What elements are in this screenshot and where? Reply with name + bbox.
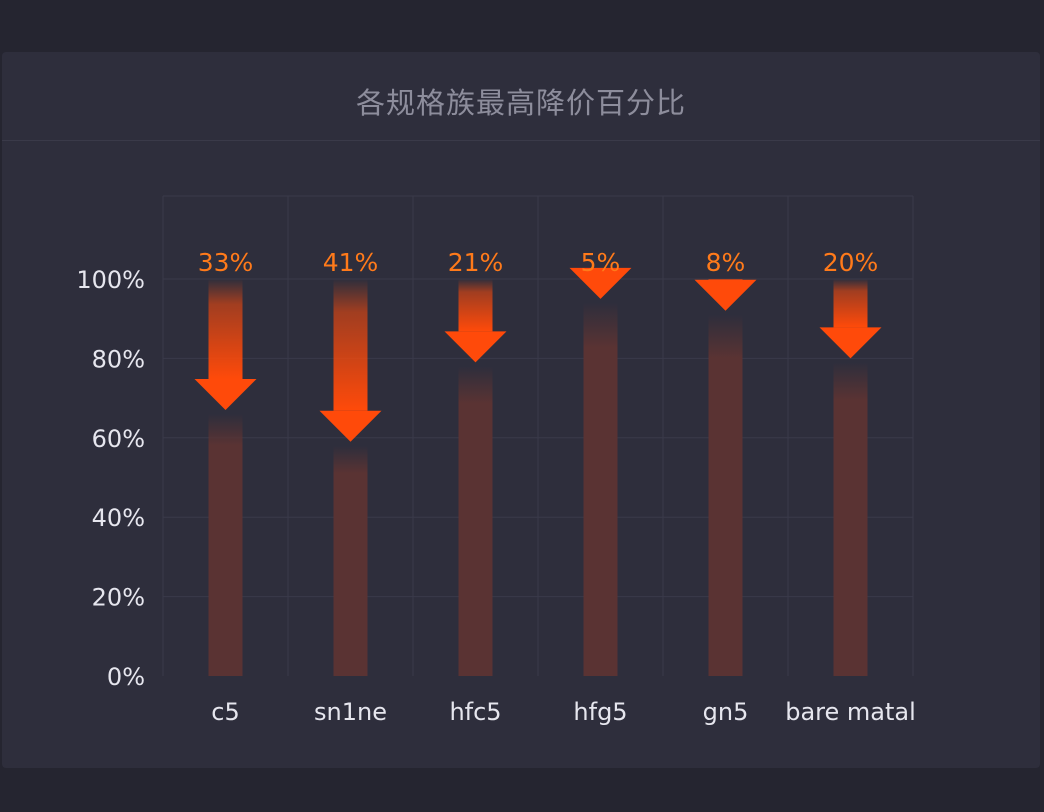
arrow-head-sn1ne [319,410,382,442]
card-header: 各规格族最高降价百分比 [2,52,1040,141]
x-tick-label: hfg5 [573,698,627,726]
bar-hfg5 [583,302,618,676]
value-label: 33% [198,248,254,277]
bar-gn5 [708,314,743,676]
y-tick-label: 20% [92,584,145,612]
bar-c5 [208,414,243,676]
arrow-head-hfg5 [569,267,632,299]
arrow-head-gn5 [694,279,757,311]
bar-sn1ne [333,445,368,676]
bar-bare-matal [833,362,868,676]
arrow-head-hfc5 [444,331,507,363]
grid-layer [162,195,914,676]
y-tick-label: 80% [92,345,145,373]
y-tick-label: 100% [76,266,145,294]
value-label: 41% [323,248,379,277]
x-tick-label: c5 [211,698,239,726]
y-tick-label: 40% [92,504,145,532]
arrow-shaft-c5 [208,279,243,380]
x-tick-label: bare matal [785,698,916,726]
value-label: 20% [823,248,879,277]
x-tick-label: sn1ne [314,698,387,726]
y-tick-label: 60% [92,425,145,453]
value-label: 5% [581,248,621,277]
arrow-shaft-sn1ne [333,279,368,411]
arrow-shaft-gn5 [708,279,743,280]
bar-hfc5 [458,366,493,676]
arrow-head-c5 [194,379,257,411]
chart-title: 各规格族最高降价百分比 [355,86,686,120]
label-layer: 0% 20% 40% 60% 80% 100% 33% c5 41% sn1ne 21% hfc5 5%… [76,248,915,726]
y-tick-label: 0% [107,663,145,691]
arrow-head-bare-matal [819,327,882,359]
bar-layer [194,267,882,676]
value-label: 8% [706,248,746,277]
value-label: 21% [448,248,504,277]
arrow-shaft-bare-matal [833,279,868,328]
x-tick-label: gn5 [703,698,749,726]
arrow-shaft-hfc5 [458,279,493,332]
x-tick-label: hfc5 [449,698,501,726]
